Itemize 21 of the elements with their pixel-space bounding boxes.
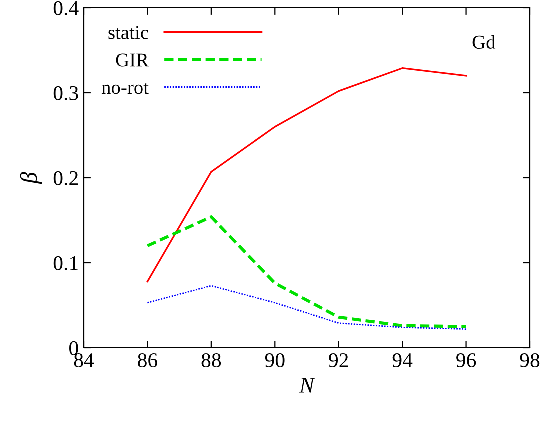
x-tick-label: 98 xyxy=(520,353,540,368)
x-tick-label: 94 xyxy=(392,354,413,368)
legend-label: GIR xyxy=(116,54,149,67)
legend-label: static xyxy=(108,26,148,40)
y-tick-label: 0 xyxy=(70,341,78,356)
y-tick-label: 0.2 xyxy=(54,171,78,186)
legend-label: no-rot xyxy=(102,83,149,94)
x-tick-label: 88 xyxy=(202,353,222,368)
line-series xyxy=(146,216,468,328)
x-tick-label: 84 xyxy=(74,353,94,368)
x-tick-label: 92 xyxy=(329,354,348,368)
x-tick-label: 86 xyxy=(138,353,158,368)
y-tick-label: 0.4 xyxy=(54,1,79,16)
x-tick-label: 96 xyxy=(456,354,476,368)
x-tick-label: 90 xyxy=(265,353,285,368)
y-tick-label: 0.3 xyxy=(54,86,78,101)
y-axis-title: β xyxy=(20,172,42,184)
annotation: Gd xyxy=(472,35,496,49)
y-tick-label: 0.1 xyxy=(54,256,78,271)
x-axis-title: N xyxy=(299,378,316,393)
line-series xyxy=(147,285,467,330)
